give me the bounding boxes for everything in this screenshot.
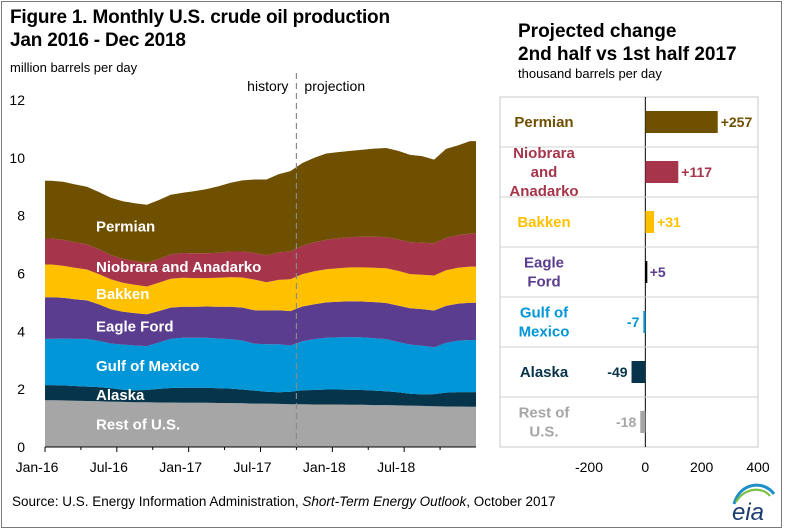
x-tick-label: Jan-17 — [159, 459, 202, 475]
eia-logo-arc-icon — [732, 483, 776, 505]
series-label-eagle-ford: Eagle Ford — [96, 318, 174, 335]
series-label-rest-of-u-s-: Rest of U.S. — [96, 416, 180, 433]
bar-permian — [645, 111, 718, 133]
value-label-gulf-of-mexico: -7 — [627, 314, 640, 330]
series-label-bakken: Bakken — [96, 286, 149, 303]
area-gulf-of-mexico — [45, 337, 476, 395]
category-label-bakken: Bakken — [517, 214, 570, 231]
left-chart-title: Figure 1. Monthly U.S. crude oil product… — [10, 6, 390, 52]
series-label-niobrara-and-anadarko: Niobrara and Anadarko — [96, 259, 261, 276]
bar-eagle-ford — [645, 261, 648, 283]
category-label-rest-of-u-s-: Rest of U.S. — [519, 405, 571, 441]
left-title-line1: Figure 1. Monthly U.S. crude oil product… — [10, 7, 390, 28]
right-title-line1: Projected change — [518, 21, 677, 42]
projection-label: projection — [304, 78, 365, 94]
value-label-niobrara-and-anadarko: +117 — [681, 164, 712, 180]
value-label-bakken: +31 — [657, 214, 681, 230]
series-label-permian: Permian — [96, 218, 155, 235]
left-title-line2: Jan 2016 - Dec 2018 — [10, 30, 186, 51]
area-rest-of-u-s- — [45, 400, 476, 447]
source-publication: Short-Term Energy Outlook — [302, 494, 467, 509]
category-label-gulf-of-mexico: Gulf of Mexico — [519, 305, 570, 341]
area-permian — [45, 141, 476, 264]
right-units-label: thousand barrels per day — [518, 66, 662, 81]
x-tick-label: Jul-17 — [233, 459, 271, 475]
eia-logo: eia — [732, 483, 776, 524]
source-suffix: , October 2017 — [466, 494, 556, 509]
value-label-eagle-ford: +5 — [650, 264, 666, 280]
value-label-rest-of-u-s-: -18 — [616, 414, 636, 430]
y-tick-label: 10 — [9, 150, 25, 166]
y-tick-label: 0 — [17, 439, 25, 455]
left-units-label: million barrels per day — [10, 60, 138, 75]
right-title-line2: 2nd half vs 1st half 2017 — [518, 44, 737, 65]
x-tick-label: 400 — [746, 459, 770, 475]
series-label-gulf-of-mexico: Gulf of Mexico — [96, 358, 199, 375]
x-tick-label: 0 — [641, 459, 649, 475]
y-tick-label: 12 — [9, 92, 25, 108]
category-label-alaska: Alaska — [520, 364, 569, 381]
bar-gulf-of-mexico — [643, 311, 646, 333]
value-label-permian: +257 — [721, 114, 753, 130]
bar-rest-of-u-s- — [640, 411, 646, 433]
y-tick-label: 4 — [17, 323, 25, 339]
area-alaska — [45, 385, 476, 407]
right-chart-title: Projected change 2nd half vs 1st half 20… — [518, 20, 737, 66]
x-tick-label: Jul-16 — [90, 459, 128, 475]
y-tick-label: 2 — [17, 381, 25, 397]
source-note: Source: U.S. Energy Information Administ… — [12, 494, 556, 509]
x-tick-label: Jan-18 — [303, 459, 346, 475]
x-tick-label: Jan-16 — [16, 459, 59, 475]
source-prefix: Source: U.S. Energy Information Administ… — [12, 494, 303, 509]
bar-panel-border — [499, 96, 759, 448]
history-label: history — [247, 78, 288, 94]
category-label-eagle-ford: Eagle Ford — [524, 255, 564, 291]
area-bakken — [45, 264, 476, 315]
area-eagle-ford — [45, 297, 476, 348]
x-tick-label: Jul-18 — [377, 459, 415, 475]
series-label-alaska: Alaska — [96, 387, 145, 404]
bar-niobrara-and-anadarko — [645, 161, 679, 183]
x-tick-label: -200 — [575, 459, 603, 475]
y-tick-label: 8 — [17, 208, 25, 224]
x-tick-label: 200 — [690, 459, 714, 475]
bar-bakken — [645, 211, 655, 233]
bar-alaska — [631, 361, 646, 383]
svg-text:eia: eia — [732, 499, 764, 524]
category-label-niobrara-and-anadarko: Niobrara and Anadarko — [509, 145, 578, 200]
value-label-alaska: -49 — [607, 364, 627, 380]
category-label-permian: Permian — [514, 114, 573, 131]
y-tick-label: 6 — [17, 266, 25, 282]
area-niobrara-and-anadarko — [45, 233, 476, 287]
